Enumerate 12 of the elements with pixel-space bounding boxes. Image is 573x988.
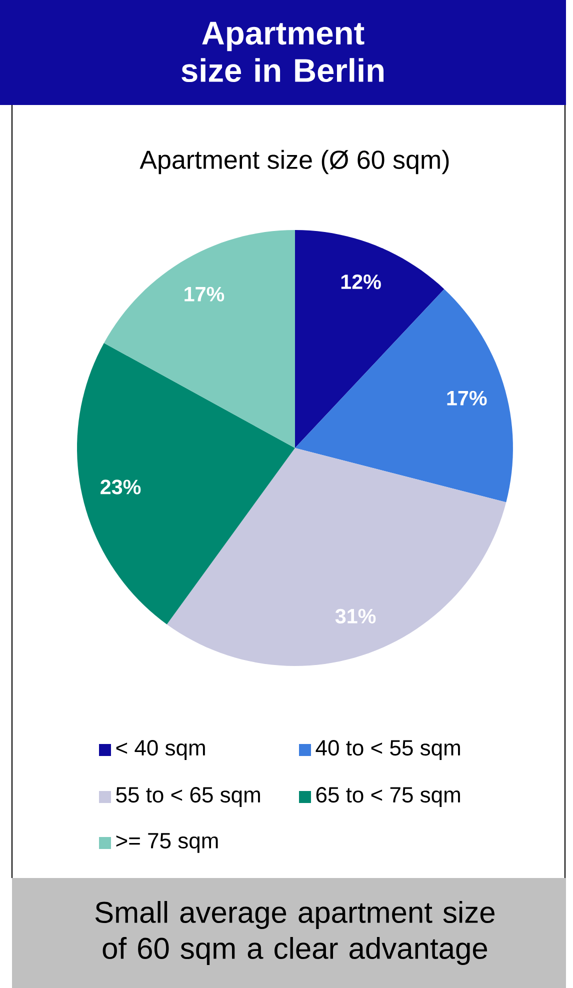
legend-label: 65 to < 75 sqm (316, 787, 460, 807)
data-label: 17% (447, 390, 487, 406)
legend-label: 55 to < 65 sqm (116, 787, 260, 807)
chart-subtitle: Apartment size (Ø 60 sqm) (140, 150, 449, 174)
legend-label: >= 75 sqm (116, 833, 218, 853)
legend-label: 40 to < 55 sqm (316, 740, 460, 760)
legend-label: < 40 sqm (116, 740, 205, 760)
text: Small average apartment size of 60 sqm a clear advantage (96, 900, 495, 965)
chart-title: Apartment size in Berlin (182, 22, 384, 82)
data-label: 12% (342, 274, 382, 290)
data-label: 17% (184, 286, 224, 302)
data-label: 23% (100, 480, 141, 494)
